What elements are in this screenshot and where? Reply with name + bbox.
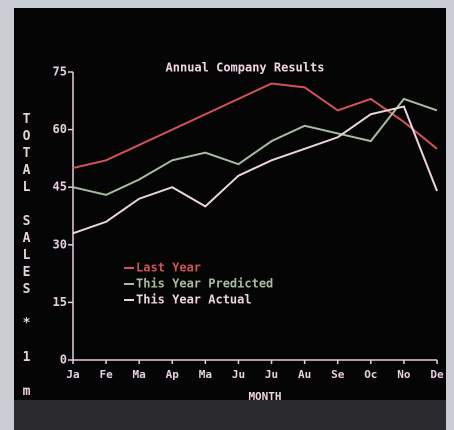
y-tick-label: 60 <box>53 122 67 136</box>
x-tick-label: Ma <box>133 368 146 381</box>
y-axis-label: TOTAL SALES * 1 m <box>19 112 34 401</box>
x-tick-label: Ma <box>199 368 212 381</box>
x-tick-label: Ap <box>166 368 180 381</box>
y-tick-label: 75 <box>53 65 67 79</box>
legend-label: This Year Actual <box>136 293 252 307</box>
x-tick-label: De <box>430 368 444 381</box>
legend-label: This Year Predicted <box>136 277 273 291</box>
x-tick-label: Ju <box>232 368 245 381</box>
series-line <box>72 97 438 196</box>
x-axis-label: MONTH <box>248 390 281 403</box>
y-tick-label: 45 <box>53 180 67 194</box>
bezel <box>14 400 446 430</box>
x-tick-label: Fe <box>99 368 113 381</box>
x-tick-label: Au <box>298 368 311 381</box>
legend-label: Last Year <box>136 261 201 275</box>
series-line <box>72 105 438 235</box>
series-line <box>72 82 438 169</box>
y-tick-label: 30 <box>53 237 67 251</box>
y-tick-label: 15 <box>53 295 67 309</box>
x-tick-label: Ja <box>66 368 79 381</box>
x-tick-label: Se <box>331 368 345 381</box>
chart-title: Annual Company Results <box>166 61 325 75</box>
y-tick-label: 0 <box>60 353 67 367</box>
x-tick-label: Oc <box>364 368 377 381</box>
screen <box>14 8 446 408</box>
x-tick-label: Ju <box>265 368 278 381</box>
x-tick-label: No <box>397 368 411 381</box>
